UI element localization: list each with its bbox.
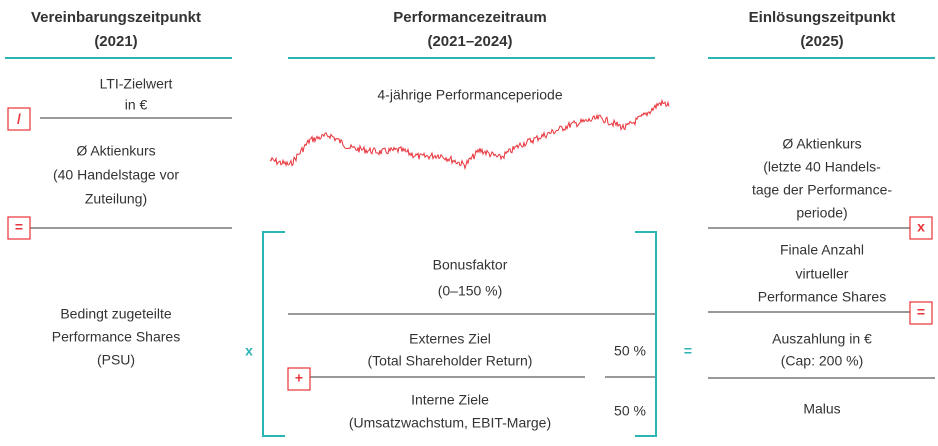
header-title: Einlösungszeitpunkt <box>749 9 896 26</box>
operator-box <box>909 216 933 240</box>
operator: = <box>15 219 23 235</box>
weight: 50 % <box>614 403 646 419</box>
label: Ø Aktienkurs <box>76 143 155 159</box>
label: Ø Aktienkurs <box>782 136 861 152</box>
label: Externes Ziel <box>409 331 491 347</box>
label: Interne Ziele <box>411 392 489 408</box>
label: 4-jährige Performanceperiode <box>377 87 562 103</box>
operator: x <box>245 343 253 359</box>
label: periode) <box>796 205 847 221</box>
operator: + <box>295 370 303 386</box>
weight: 50 % <box>614 343 646 359</box>
operator: x <box>917 219 925 235</box>
header-year: (2021–2024) <box>427 33 512 50</box>
label: Performance Shares <box>758 289 886 305</box>
header-year: (2025) <box>800 33 843 50</box>
bracket <box>262 231 285 437</box>
label: (letzte 40 Handels- <box>763 159 881 175</box>
label: Performance Shares <box>52 329 180 345</box>
label: (PSU) <box>97 352 135 368</box>
operator: = <box>684 343 692 359</box>
label: (0–150 %) <box>438 283 503 299</box>
operator-box <box>7 107 31 131</box>
header-year: (2021) <box>94 33 137 50</box>
label: (Umsatzwachstum, EBIT-Marge) <box>349 415 551 431</box>
label: Bonusfaktor <box>433 257 508 273</box>
bracket <box>635 231 657 437</box>
label: LTI-Zielwert <box>100 76 173 92</box>
header-title: Performancezeitraum <box>393 9 546 26</box>
stock-line <box>269 98 670 171</box>
header-title: Vereinbarungszeitpunkt <box>31 9 201 26</box>
label: Malus <box>803 401 840 417</box>
label: tage der Performance- <box>752 182 892 198</box>
label: virtueller <box>796 266 849 282</box>
operator-box <box>7 216 31 240</box>
label: Bedingt zugeteilte <box>60 306 172 322</box>
label: (Cap: 200 %) <box>781 353 863 369</box>
label: Auszahlung in € <box>772 331 872 347</box>
label: (Total Shareholder Return) <box>368 353 533 369</box>
operator-box <box>287 367 311 391</box>
label: (40 Handelstage vor <box>53 167 179 183</box>
operator-box <box>909 301 933 325</box>
label: Zuteilung) <box>85 191 147 207</box>
operator: / <box>17 111 21 127</box>
label: in € <box>125 97 148 113</box>
label: Finale Anzahl <box>780 242 864 258</box>
operator: = <box>917 304 925 320</box>
